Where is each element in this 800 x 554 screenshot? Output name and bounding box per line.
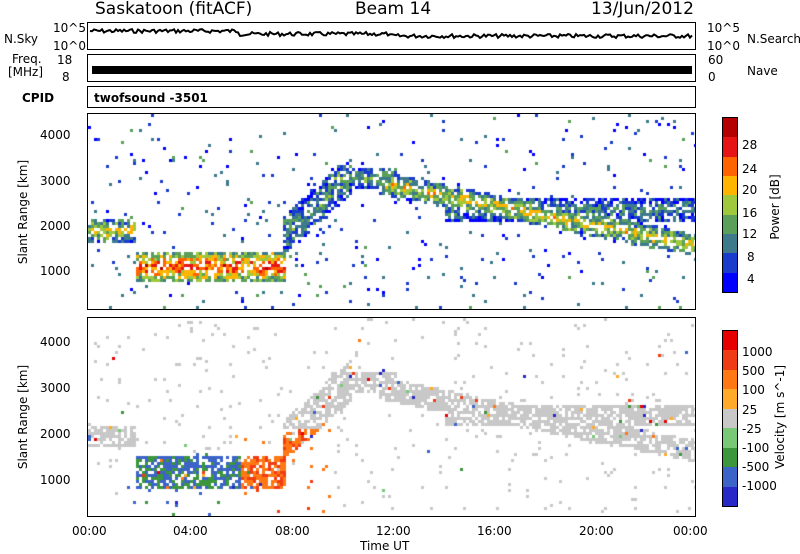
cpid-value: twofsound -3501 [94,91,208,105]
cpid-label: CPID [22,91,55,105]
xtick-0: 00:00 [72,524,107,538]
vel-cbar-tick-3: 25 [742,403,758,417]
colorbar-segment [723,175,737,196]
xlabel: Time UT [360,539,410,553]
colorbar-segment [723,428,737,448]
colorbar-segment [723,272,737,292]
freq-trace [92,66,692,74]
vel-cbar-tick-4: -25 [742,422,762,436]
nsearch-tick-bottom: 10^0 [707,39,740,53]
colorbar-segment [723,118,737,138]
nsky-trace [89,27,693,40]
vel-cbar-tick-1: 500 [742,364,765,378]
velocity-colorbar [722,330,738,507]
power-ytick-3000: 3000 [40,174,71,188]
freq-tick-top: 18 [57,53,73,67]
power-panel [87,113,696,310]
xtick-5: 20:00 [579,524,614,538]
vel-cbar-tick-2: 100 [742,383,765,397]
vel-ytick-3000: 3000 [40,381,71,395]
velocity-heatmap [88,318,695,516]
nsky-label: N.Sky [4,32,39,46]
vel-cbar-tick-6: -500 [742,460,770,474]
colorbar-segment [723,233,737,254]
nsky-panel [87,22,696,50]
nave-tick-top: 60 [708,53,724,67]
colorbar-segment [723,195,737,215]
vel-cbar-tick-5: -100 [742,441,770,455]
power-cbar-tick-6: 4 [747,272,755,286]
nave-tick-bottom: 0 [708,70,716,84]
colorbar-segment [723,331,737,351]
vel-cbar-label: Velocity [m s^-1] [773,364,787,469]
nsky-tick-bottom: 10^0 [53,39,86,53]
freq-label-2: [MHz] [8,65,44,79]
vel-ylabel: Slant Range [km] [16,364,30,470]
beam-title: Beam 14 [355,0,432,19]
colorbar-segment [723,350,737,370]
colorbar-segment [723,408,737,429]
power-ytick-1000: 1000 [40,264,71,278]
vel-cbar-tick-0: 1000 [742,345,773,359]
colorbar-segment [723,447,737,468]
power-ytick-2000: 2000 [40,219,71,233]
power-cbar-label: Power [dB] [768,174,782,240]
colorbar-segment [723,253,737,273]
vel-cbar-tick-7: -1000 [742,479,777,493]
nsky-tick-top: 10^5 [53,21,86,35]
freq-label-1: Freq. [12,52,42,66]
nsearch-tick-top: 10^5 [707,21,740,35]
colorbar-segment [723,486,737,506]
xtick-3: 12:00 [376,524,411,538]
colorbar-segment [723,389,737,409]
freq-tick-bottom: 8 [62,70,70,84]
vel-ytick-2000: 2000 [40,427,71,441]
xtick-2: 08:00 [275,524,310,538]
power-heatmap [88,114,695,309]
colorbar-segment [723,369,737,390]
power-ytick-4000: 4000 [40,128,71,142]
power-cbar-tick-5: 8 [747,250,755,264]
nave-label: Nave [747,64,778,78]
xtick-6: 00:00 [673,524,708,538]
power-ylabel: Slant Range [km] [16,159,30,265]
power-cbar-tick-3: 16 [742,206,758,220]
vel-ytick-4000: 4000 [40,335,71,349]
freq-panel [87,54,696,82]
power-cbar-tick-2: 20 [742,183,758,197]
power-cbar-tick-1: 24 [742,162,758,176]
vel-ytick-1000: 1000 [40,473,71,487]
colorbar-segment [723,467,737,487]
station-title: Saskatoon (fitACF) [95,0,253,19]
velocity-panel [87,317,696,517]
xtick-4: 16:00 [477,524,512,538]
cpid-panel: twofsound -3501 [87,86,696,108]
nsearch-label: N.Search [747,32,800,46]
power-colorbar [722,117,738,293]
date-title: 13/Jun/2012 [591,0,694,19]
xtick-1: 04:00 [173,524,208,538]
colorbar-segment [723,156,737,176]
colorbar-segment [723,137,737,157]
colorbar-segment [723,214,737,234]
power-cbar-tick-4: 12 [742,227,758,241]
power-cbar-tick-0: 28 [742,138,758,152]
